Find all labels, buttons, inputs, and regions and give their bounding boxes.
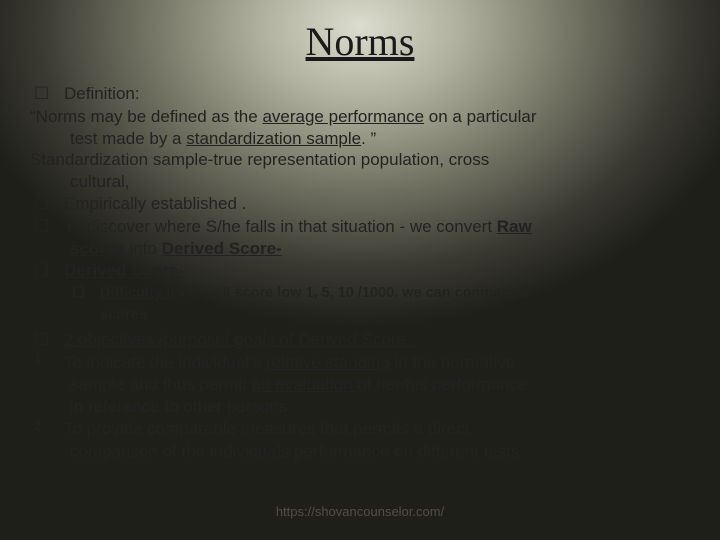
- difficulty-line1: Difficulty level – all score low 1, 5, 1…: [100, 284, 692, 303]
- standardization-line1: Standardization sample-true representati…: [28, 149, 692, 171]
- number-2: 2.: [28, 418, 64, 440]
- num2-line1: To provide comparable measures that perm…: [64, 418, 692, 440]
- num1-line1: To indicate the individual’s relative st…: [64, 352, 692, 374]
- standardization-line2: cultural,: [28, 171, 692, 193]
- slide-title: Norms: [28, 18, 692, 65]
- bullet-icon: ☐: [28, 193, 64, 215]
- slide: Norms ☐ Definition: “Norms may be define…: [0, 0, 720, 540]
- definition-label: Definition:: [64, 83, 692, 105]
- discover-line1: To discover where S/he falls in that sit…: [64, 216, 692, 238]
- definition-body-line1: “Norms may be defined as the average per…: [28, 106, 692, 128]
- watermark-url: https://shovancounselor.com/: [276, 504, 444, 519]
- bullet-icon: ☐: [28, 216, 64, 238]
- bullet-icon: ☐: [28, 329, 64, 351]
- discover-line2: scores into Derived Score-: [28, 238, 692, 260]
- objectives-text: 2 objectives /purpose/ goals of Derived …: [64, 329, 692, 351]
- bullet-empirical: ☐ Empirically established .: [28, 193, 692, 215]
- num1-line2: sample and thus permit an evaluation of …: [28, 374, 692, 396]
- sub-bullet-difficulty: ☐ Difficulty level – all score low 1, 5,…: [28, 284, 692, 303]
- bullet-objectives: ☐ 2 objectives /purpose/ goals of Derive…: [28, 329, 692, 351]
- bullet-icon: ☐: [28, 83, 64, 105]
- bullet-definition: ☐ Definition:: [28, 83, 692, 105]
- num2-line2: comparison of the individuals performanc…: [28, 441, 692, 463]
- slide-content: ☐ Definition: “Norms may be defined as t…: [28, 83, 692, 462]
- numbered-item-1: 1. To indicate the individual’s relative…: [28, 352, 692, 374]
- definition-body-line2: test made by a standardization sample. ”: [28, 128, 692, 150]
- numbered-item-2: 2. To provide comparable measures that p…: [28, 418, 692, 440]
- derived-label: Derived Score-: [64, 260, 692, 282]
- bullet-derived: ☐ Derived Score-: [28, 260, 692, 282]
- number-1: 1.: [28, 352, 64, 374]
- difficulty-line2: scores: [28, 306, 692, 325]
- bullet-icon: ☐: [28, 260, 64, 282]
- num1-line3: in reference to other persons.: [28, 396, 692, 418]
- bullet-discover: ☐ To discover where S/he falls in that s…: [28, 216, 692, 238]
- bullet-icon: ☐: [72, 284, 100, 303]
- empirical-text: Empirically established .: [64, 193, 692, 215]
